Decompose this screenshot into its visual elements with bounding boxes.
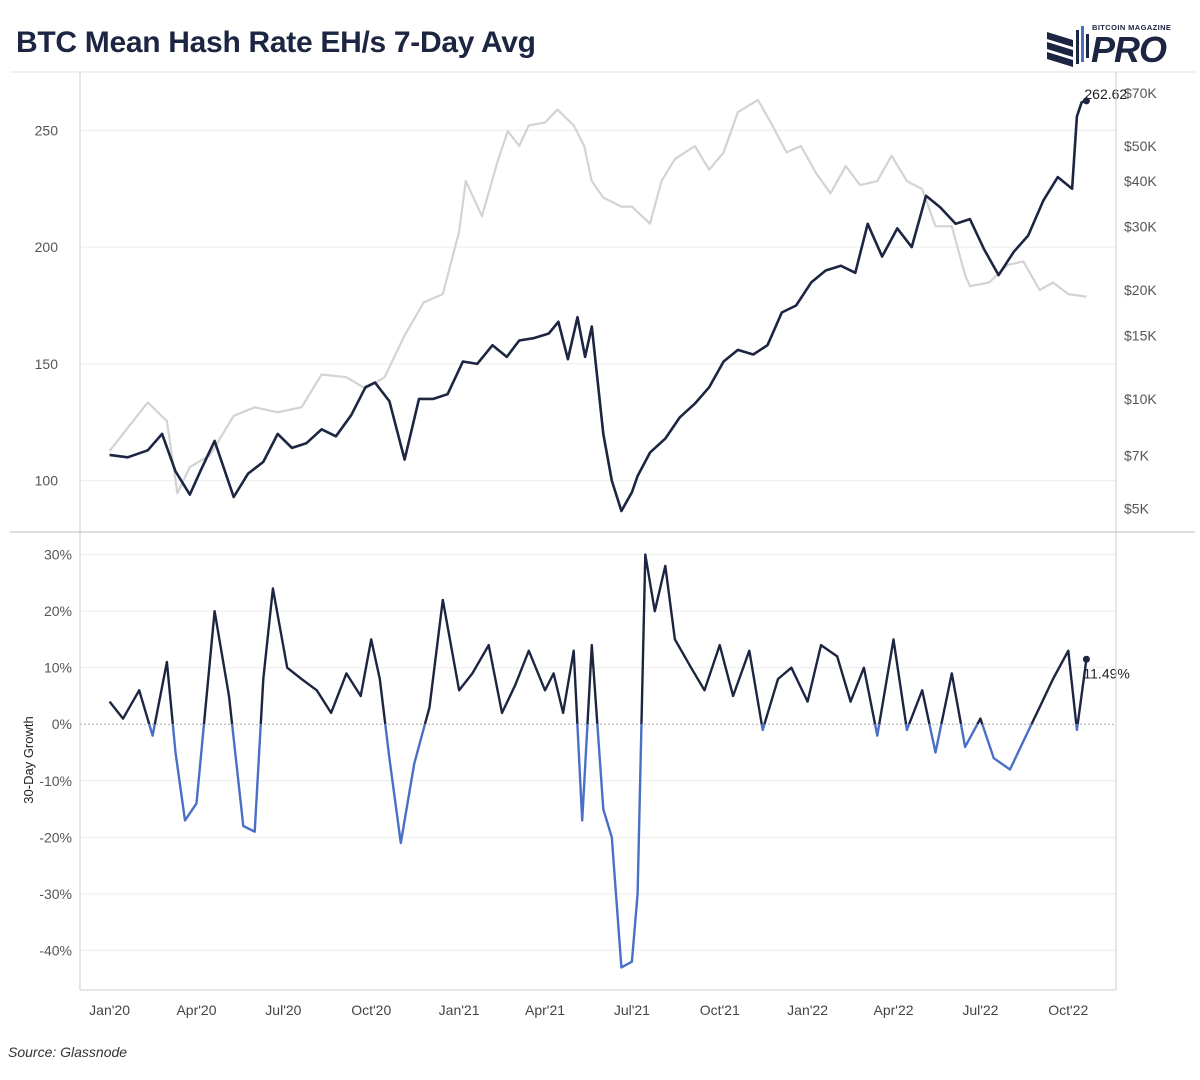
top-y-tick-label: 250	[35, 122, 59, 138]
growth-line-positive	[108, 553, 1088, 725]
top-y-tick-label: 200	[35, 239, 59, 255]
x-tick-label: Jul'20	[265, 1002, 301, 1018]
top-y-tick-label: 100	[35, 473, 59, 489]
x-tick-label: Jul'22	[962, 1002, 998, 1018]
x-tick-label: Oct'20	[351, 1002, 391, 1018]
x-axis-ticks: Jan'20 Apr'20 Jul'20 Oct'20 Jan'21 Apr'21 Jul'…	[89, 1002, 1088, 1018]
panel-frame	[10, 71, 1195, 991]
hash-rate-end-label: 262.62	[1084, 86, 1127, 102]
brand-logo: BITCOIN MAGAZINE PRO	[1045, 20, 1185, 70]
x-tick-label: Oct'22	[1048, 1002, 1088, 1018]
growth-endpoint	[1082, 655, 1090, 663]
btc-price-line	[108, 98, 1087, 495]
x-tick-label: Apr'20	[176, 1002, 216, 1018]
growth-tick-label: 10%	[44, 660, 72, 676]
x-tick-label: Apr'22	[874, 1002, 914, 1018]
x-tick-label: Jan'21	[439, 1002, 480, 1018]
price-tick-label: $7K	[1124, 447, 1150, 463]
logo-big-text: PRO	[1091, 29, 1167, 70]
hash-rate-line	[109, 98, 1087, 513]
price-tick-label: $40K	[1124, 173, 1157, 189]
price-axis-ticks: $5K $7K $10K $15K $20K $30K $40K $50K $70K	[1124, 85, 1157, 516]
logo-mark-icon	[1047, 26, 1089, 67]
growth-end-label: 11.49%	[1083, 665, 1129, 681]
growth-line-negative	[147, 724, 1079, 969]
growth-tick-label: -10%	[39, 773, 72, 789]
growth-tick-label: -40%	[39, 942, 72, 958]
hash-rate-endpoint	[1082, 97, 1090, 105]
growth-tick-label: 0%	[52, 716, 72, 732]
bottom-gridlines	[80, 554, 1116, 951]
logo-small-text: BITCOIN MAGAZINE	[1092, 23, 1172, 32]
x-tick-label: Jan'20	[89, 1002, 130, 1018]
source-note: Source: Glassnode	[8, 1044, 128, 1060]
growth-axis-label: 30-Day Growth	[21, 716, 36, 803]
price-tick-label: $30K	[1124, 218, 1157, 234]
top-gridlines	[80, 129, 1116, 482]
x-tick-label: Apr'21	[525, 1002, 565, 1018]
price-tick-label: $70K	[1124, 85, 1157, 101]
x-tick-label: Jul'21	[614, 1002, 650, 1018]
price-tick-label: $5K	[1124, 500, 1150, 516]
x-tick-label: Oct'21	[700, 1002, 740, 1018]
growth-tick-label: -20%	[39, 829, 72, 845]
top-y-axis-ticks: 100 150 200 250	[35, 122, 59, 488]
bottom-panel: -40% -30% -20% -10% 0% 10% 20% 30% 11.49% 30-Da…	[21, 547, 1130, 969]
growth-tick-label: -30%	[39, 886, 72, 902]
price-tick-label: $15K	[1124, 327, 1157, 343]
chart-title: BTC Mean Hash Rate EH/s 7-Day Avg	[16, 26, 536, 59]
price-tick-label: $10K	[1124, 391, 1157, 407]
price-tick-label: $20K	[1124, 282, 1157, 298]
price-tick-label: $50K	[1124, 138, 1157, 154]
growth-axis-ticks: -40% -30% -20% -10% 0% 10% 20% 30%	[39, 547, 72, 959]
growth-tick-label: 20%	[44, 603, 72, 619]
growth-tick-label: 30%	[44, 547, 72, 563]
top-y-tick-label: 150	[35, 356, 59, 372]
x-tick-label: Jan'22	[787, 1002, 828, 1018]
